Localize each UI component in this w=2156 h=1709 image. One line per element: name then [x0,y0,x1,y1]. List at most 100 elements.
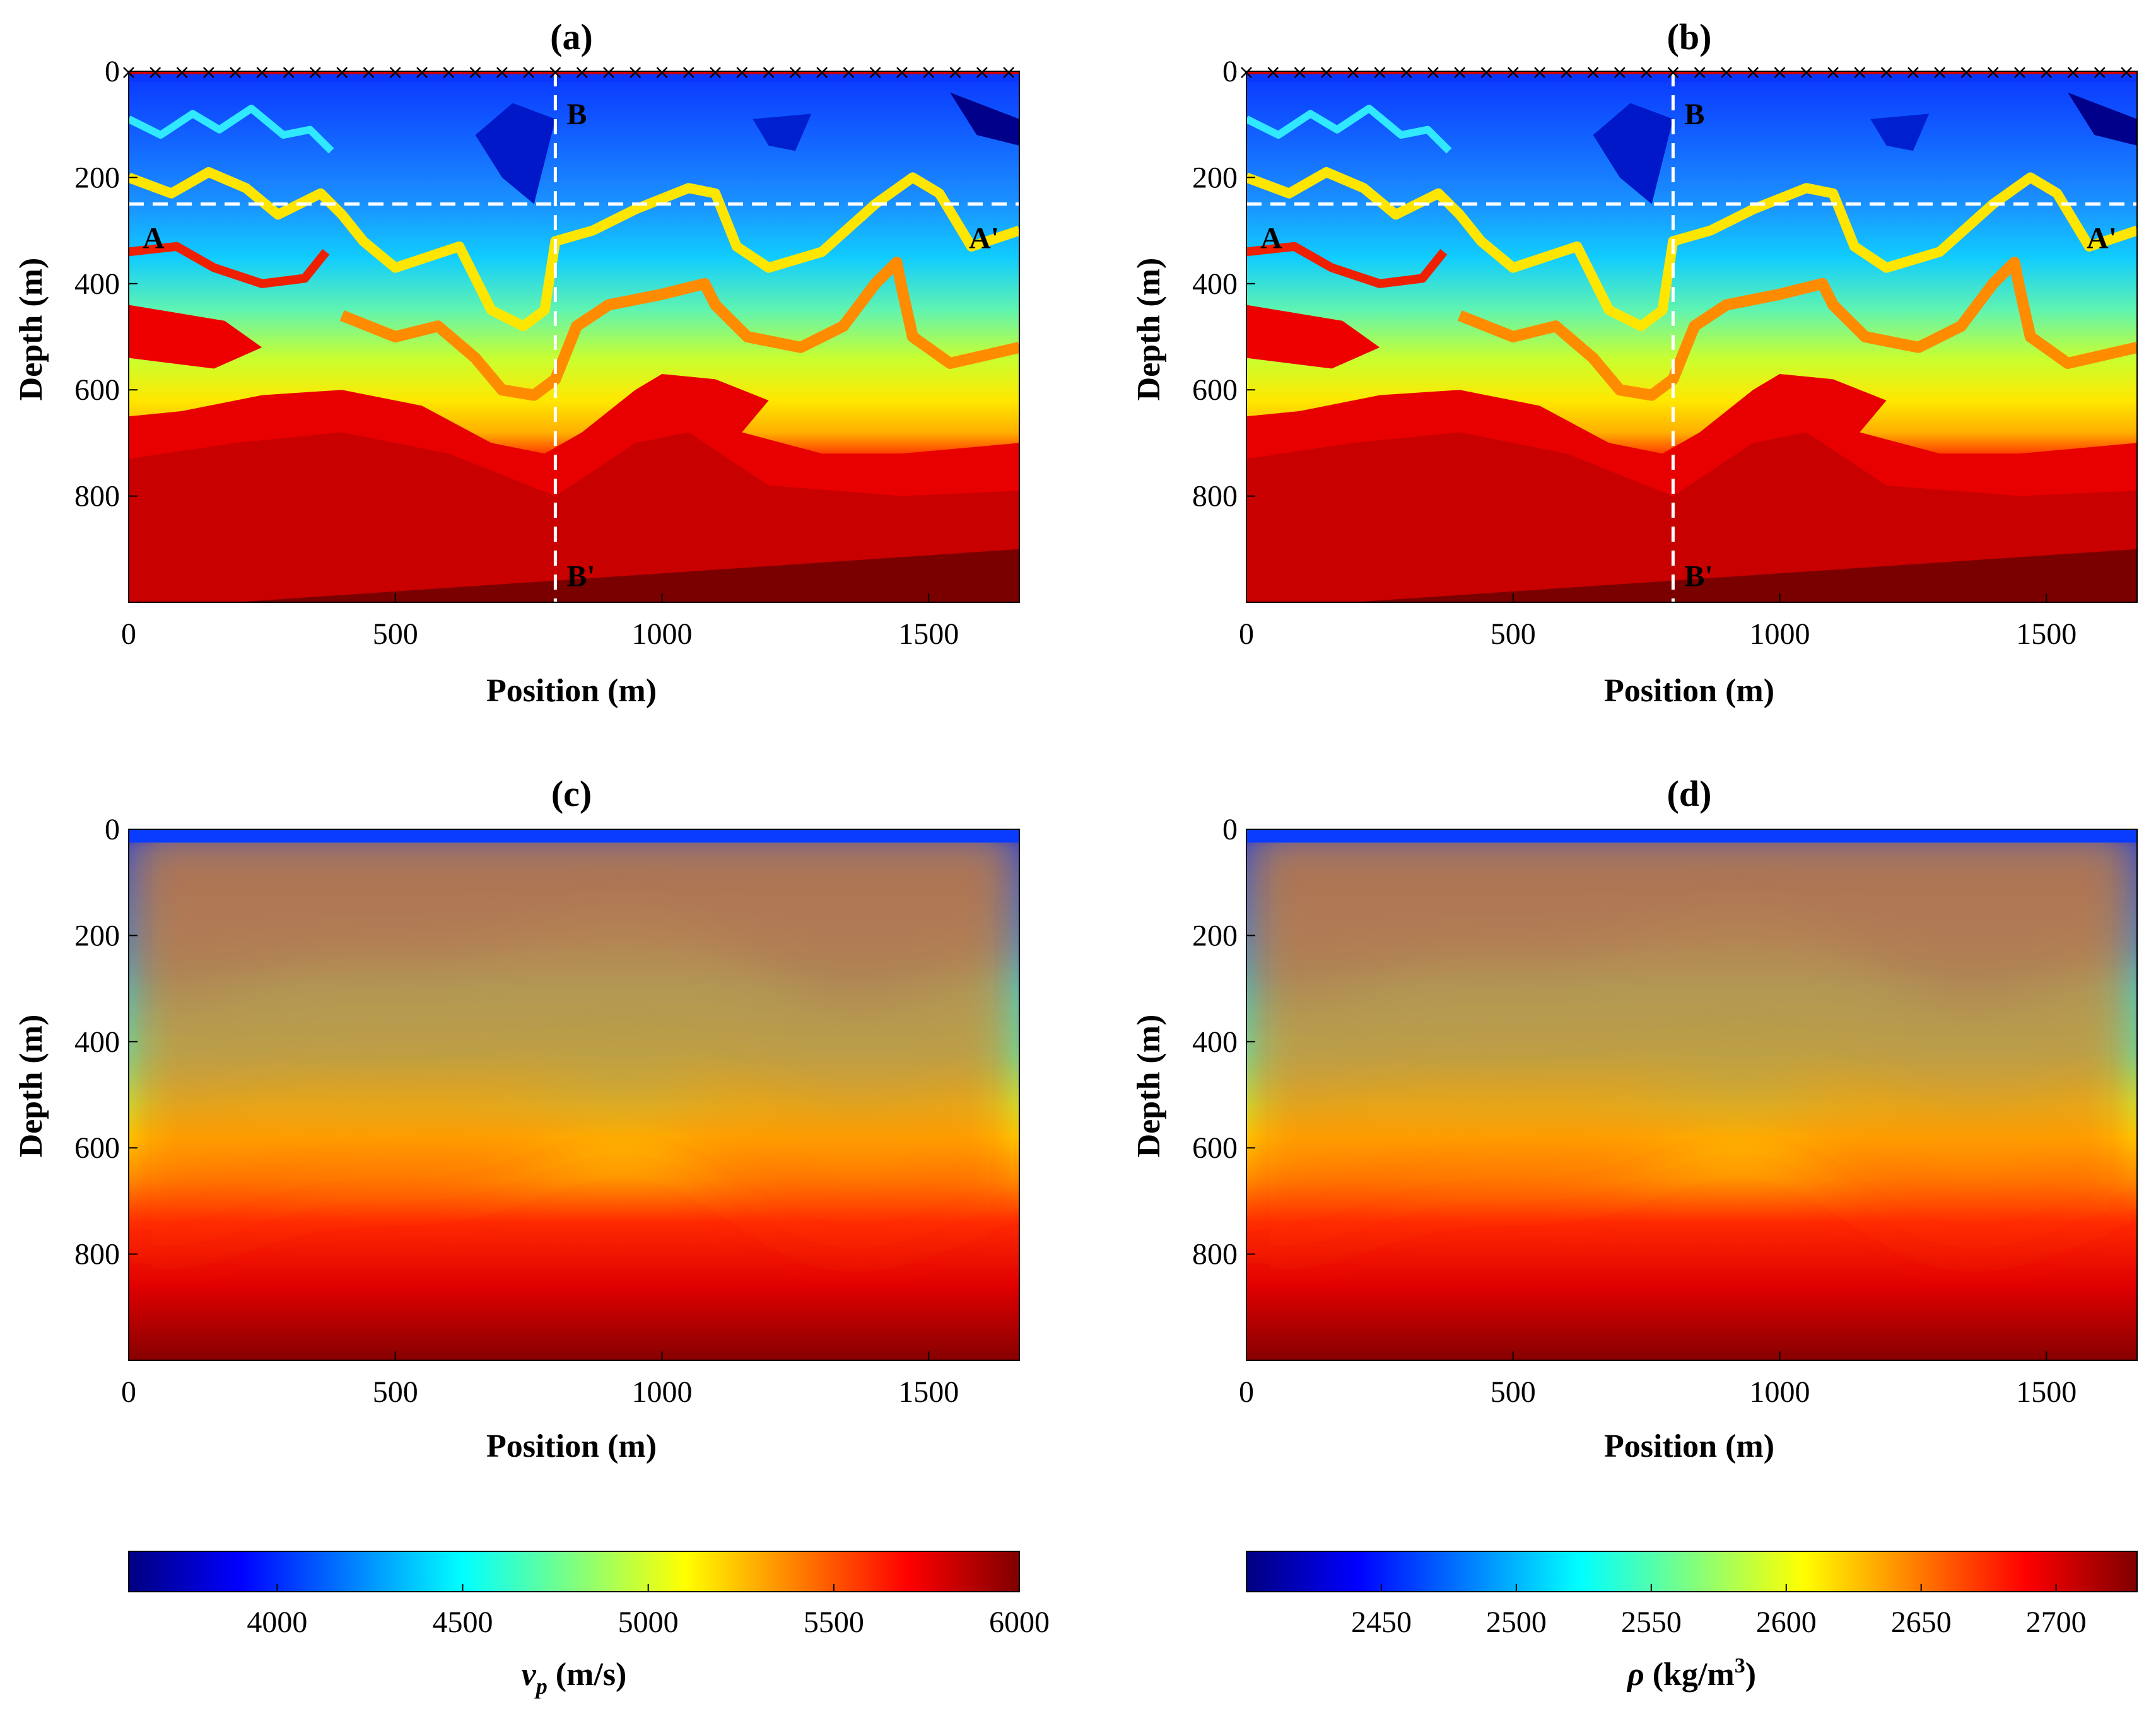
high-velocity-body [1246,305,1380,369]
receiver-marker [949,67,961,78]
receiver-marker [1960,67,1972,78]
receiver-marker [816,67,828,78]
receiver-marker [683,67,694,78]
x-axis-label: Position (m) [486,1428,657,1464]
panel-title: (b) [1667,16,1712,57]
y-tick-label: 600 [1192,373,1238,407]
heatmap-area [1246,829,2138,1361]
deep-layer [235,549,1019,602]
colorbar-label: ρ (kg/m3) [1626,1654,1756,1693]
receiver-marker [230,67,241,78]
colorbar-tick-label: 2500 [1486,1606,1547,1639]
receiver-marker [763,67,775,78]
y-tick-label: 0 [1222,55,1238,88]
receiver-marker [1534,67,1545,78]
panel-title: (a) [550,16,593,57]
guide-label-end: A' [969,222,999,255]
receiver-marker [1320,67,1332,78]
x-tick-label: 0 [121,617,136,651]
receiver-marker [1854,67,1866,78]
y-tick-label: 0 [1222,813,1238,846]
x-tick-label: 0 [1239,1375,1254,1409]
x-axis-label: Position (m) [486,673,657,709]
receiver-marker [1934,67,1946,78]
folded-horizon [129,166,1019,332]
high-velocity-body [1246,432,2137,602]
y-tick-label: 400 [1192,267,1238,301]
colorbar-tick-label: 2700 [2026,1606,2087,1639]
heatmap-area: B B' A A' [123,67,1020,603]
x-tick-label: 500 [373,1375,418,1409]
receiver-marker [1454,67,1466,78]
receiver-marker [1400,67,1412,78]
y-tick-label: 800 [74,1238,120,1271]
receiver-marker [656,67,668,78]
axis-ticks: 0 500 1000 1500 0 200 400 600 800 [1192,813,2077,1409]
axis-ticks: 0 500 1000 1500 0 200 400 600 800 [74,813,959,1409]
receiver-marker [2121,67,2132,78]
axis-ticks: 0 500 1000 1500 0 200 400 600 800 [1192,55,2077,651]
axis-ticks: 0 500 1000 1500 0 200 400 600 800 [74,55,959,651]
receiver-marker [710,67,721,78]
x-axis-label: Position (m) [1604,1428,1774,1464]
receiver-marker [256,67,268,78]
receiver-marker [1003,67,1014,78]
x-tick-label: 1500 [898,617,959,651]
receiver-marker [1374,67,1386,78]
receiver-marker [869,67,881,78]
colorbar-gradient [1246,1551,2138,1592]
receiver-marker [1747,67,1759,78]
receiver-marker [523,67,535,78]
y-tick-label: 200 [1192,161,1238,194]
colorbar-tick-label: 4000 [247,1606,307,1639]
panel-c: (c) 0 500 1000 1500 0 200 400 600 800 Position (… [13,773,1020,1464]
axes-frame [128,71,1020,603]
receiver-marker [1427,67,1439,78]
x-tick-label: 1000 [632,617,693,651]
axes-frame [1246,71,2138,603]
receiver-marker [2067,67,2079,78]
colorbar-tick-label: 5000 [618,1606,679,1639]
low-velocity-body [950,92,1019,146]
panel-title: (c) [551,773,592,814]
guide-label-start: B [1684,98,1704,131]
x-tick-label: 500 [1491,1375,1536,1409]
receiver-marker [2094,67,2106,78]
y-tick-label: 0 [105,813,120,846]
receiver-marker [1721,67,1732,78]
guide-label-start: A [143,222,165,255]
receiver-marker [1907,67,1919,78]
receiver-marker [310,67,321,78]
receiver-marker [843,67,855,78]
receiver-marker [389,67,401,78]
receiver-marker [576,67,588,78]
guide-label-start: B [566,98,587,131]
receiver-marker [416,67,428,78]
receiver-marker [363,67,375,78]
x-tick-label: 500 [1491,617,1536,651]
colorbar-ticks: 2450 2500 2550 2600 2650 2700 [1351,1584,2087,1639]
panel-b: (b) B B' A A' 0 500 1000 1500 0 200 400 600 800 Pos… [1131,16,2138,709]
receiver-marker [1480,67,1492,78]
colorbar-tick-label: 2550 [1621,1606,1682,1639]
receiver-marker [1614,67,1626,78]
heatmap-area [128,829,1020,1361]
receiver-marker [923,67,935,78]
folded-horizon [1457,257,2137,401]
y-tick-label: 200 [74,161,120,194]
colorbar-tick-label: 5500 [804,1606,864,1639]
x-tick-label: 0 [121,1375,136,1409]
water-layer [1246,829,2137,843]
y-tick-label: 400 [74,1025,120,1059]
y-tick-label: 600 [1192,1131,1238,1165]
receiver-marker [790,67,801,78]
receiver-marker [549,67,561,78]
y-tick-label: 800 [1192,480,1238,513]
receiver-marker [1561,67,1573,78]
y-axis-label: Depth (m) [13,1015,49,1158]
x-tick-label: 1000 [632,1375,693,1409]
receiver-marker [976,67,988,78]
receiver-marker [336,67,348,78]
low-velocity-body [1870,114,1930,151]
